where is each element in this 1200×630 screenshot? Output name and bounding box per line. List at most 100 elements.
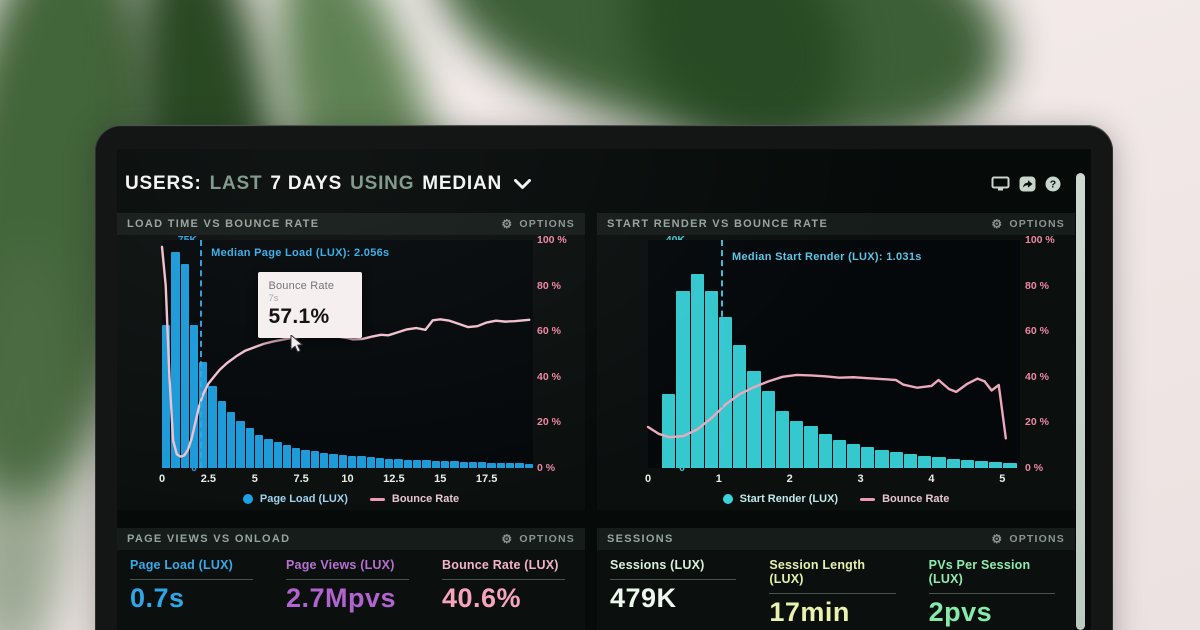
bar[interactable] [217, 401, 227, 468]
bar[interactable] [505, 463, 515, 468]
legend-item-start-render[interactable]: Start Render (LUX) [722, 493, 838, 505]
bar[interactable] [310, 451, 320, 468]
bar[interactable] [282, 445, 292, 468]
bar[interactable] [515, 463, 524, 468]
bar[interactable] [264, 439, 273, 468]
bar[interactable] [1003, 463, 1017, 468]
bar[interactable] [338, 454, 347, 468]
legend-item-bounce-rate[interactable]: Bounce Rate [860, 493, 949, 505]
bar[interactable] [254, 434, 264, 468]
y-axis-right-tick: 80 % [537, 279, 561, 292]
help-icon[interactable]: ? [1045, 176, 1061, 192]
bar[interactable] [431, 460, 440, 468]
bar[interactable] [422, 460, 431, 468]
panel-start-render-vs-bounce-rate: START RENDER VS BOUNCE RATE ⚙ OPTIONS 40… [597, 213, 1075, 510]
share-icon[interactable] [1019, 176, 1036, 192]
bar[interactable] [747, 371, 761, 468]
bar[interactable] [403, 459, 413, 468]
metric-label: Session Length (LUX) [769, 558, 866, 586]
bar[interactable] [903, 454, 918, 468]
bar[interactable] [662, 393, 676, 468]
bar[interactable] [946, 458, 960, 468]
bar[interactable] [394, 459, 403, 468]
chart-plot[interactable]: Median Start Render (LUX): 1.031s [648, 240, 1020, 468]
laptop-frame: USERS: LAST 7 DAYS USING MEDIAN [95, 125, 1113, 630]
metric-pvs-per-session: PVs Per Session (LUX) 2pvs 100K40 min [916, 550, 1075, 630]
bar[interactable] [273, 442, 282, 468]
bar[interactable] [440, 461, 450, 468]
bar[interactable] [413, 460, 422, 468]
bar[interactable] [245, 428, 254, 468]
options-button[interactable]: ⚙ OPTIONS [501, 218, 575, 230]
bar[interactable] [292, 448, 301, 468]
bar[interactable] [704, 291, 719, 468]
gear-icon: ⚙ [501, 532, 514, 546]
panel-title: SESSIONS [607, 533, 674, 545]
bar[interactable] [932, 457, 946, 468]
chart-wrap: 40K32K24K16K8K0 100 % 80 % 60 % 40 % 20 % 0 %… [597, 234, 1075, 510]
bar[interactable] [171, 252, 180, 468]
bar[interactable] [690, 274, 704, 468]
bar[interactable] [918, 456, 932, 468]
bar[interactable] [524, 463, 533, 468]
bar[interactable] [818, 433, 832, 468]
metric-rule [130, 579, 253, 580]
bar[interactable] [320, 452, 329, 468]
options-button[interactable]: ⚙ OPTIONS [991, 533, 1065, 545]
bar[interactable] [236, 420, 245, 468]
bar[interactable] [450, 461, 459, 468]
options-button[interactable]: ⚙ OPTIONS [991, 218, 1065, 230]
metric-rule [928, 593, 1055, 594]
bar[interactable] [496, 462, 505, 468]
y-axis-right-tick: 100 % [1025, 234, 1055, 246]
bar[interactable] [208, 385, 217, 468]
bar[interactable] [459, 461, 468, 468]
legend: Start Render (LUX) Bounce Rate [597, 493, 1075, 505]
bar[interactable] [199, 361, 208, 468]
bar[interactable] [385, 458, 394, 468]
bar[interactable] [301, 449, 310, 468]
bar[interactable] [974, 461, 989, 468]
x-axis-tick: 17.5 [475, 473, 498, 485]
bar[interactable] [761, 391, 775, 468]
bar[interactable] [733, 345, 747, 468]
bar[interactable] [875, 449, 889, 468]
bar[interactable] [347, 455, 357, 468]
bar[interactable] [790, 421, 804, 468]
bar[interactable] [357, 456, 366, 468]
date-range-dropdown[interactable]: USERS: LAST 7 DAYS USING MEDIAN [125, 173, 532, 195]
bar[interactable] [478, 462, 487, 468]
bar[interactable] [847, 443, 861, 468]
bar[interactable] [180, 264, 189, 468]
bar[interactable] [329, 453, 338, 468]
x-axis-tick: 12.5 [383, 473, 405, 485]
bar[interactable] [468, 461, 478, 468]
chart-plot[interactable]: Median Page Load (LUX): 2.056s Bounce Ra… [162, 240, 533, 468]
bar[interactable] [366, 457, 375, 468]
scrollbar[interactable] [1076, 173, 1085, 630]
legend-dot-swatch [722, 494, 733, 504]
options-button[interactable]: ⚙ OPTIONS [501, 533, 575, 545]
legend-item-page-load[interactable]: Page Load (LUX) [242, 493, 348, 505]
legend-item-bounce-rate[interactable]: Bounce Rate [369, 493, 459, 505]
metric-value: 17min [769, 597, 850, 627]
bar[interactable] [189, 325, 199, 468]
bar[interactable] [960, 460, 974, 468]
bar[interactable] [676, 291, 690, 468]
metric-rule [286, 579, 409, 580]
bar[interactable] [227, 411, 236, 468]
bar[interactable] [861, 446, 875, 468]
bar[interactable] [775, 411, 790, 468]
bar[interactable] [832, 439, 846, 468]
bar[interactable] [889, 452, 903, 468]
y-axis-left: 75K60K45K30K15K0 [117, 234, 197, 474]
metric-rule [442, 579, 565, 580]
bar[interactable] [162, 325, 171, 468]
y-axis-right-tick: 60 % [1025, 325, 1049, 338]
bar[interactable] [375, 457, 385, 468]
display-icon[interactable] [991, 176, 1010, 192]
bar[interactable] [989, 462, 1003, 468]
bar[interactable] [804, 425, 818, 468]
title-label: USERS: [125, 173, 202, 194]
bar[interactable] [487, 462, 496, 468]
